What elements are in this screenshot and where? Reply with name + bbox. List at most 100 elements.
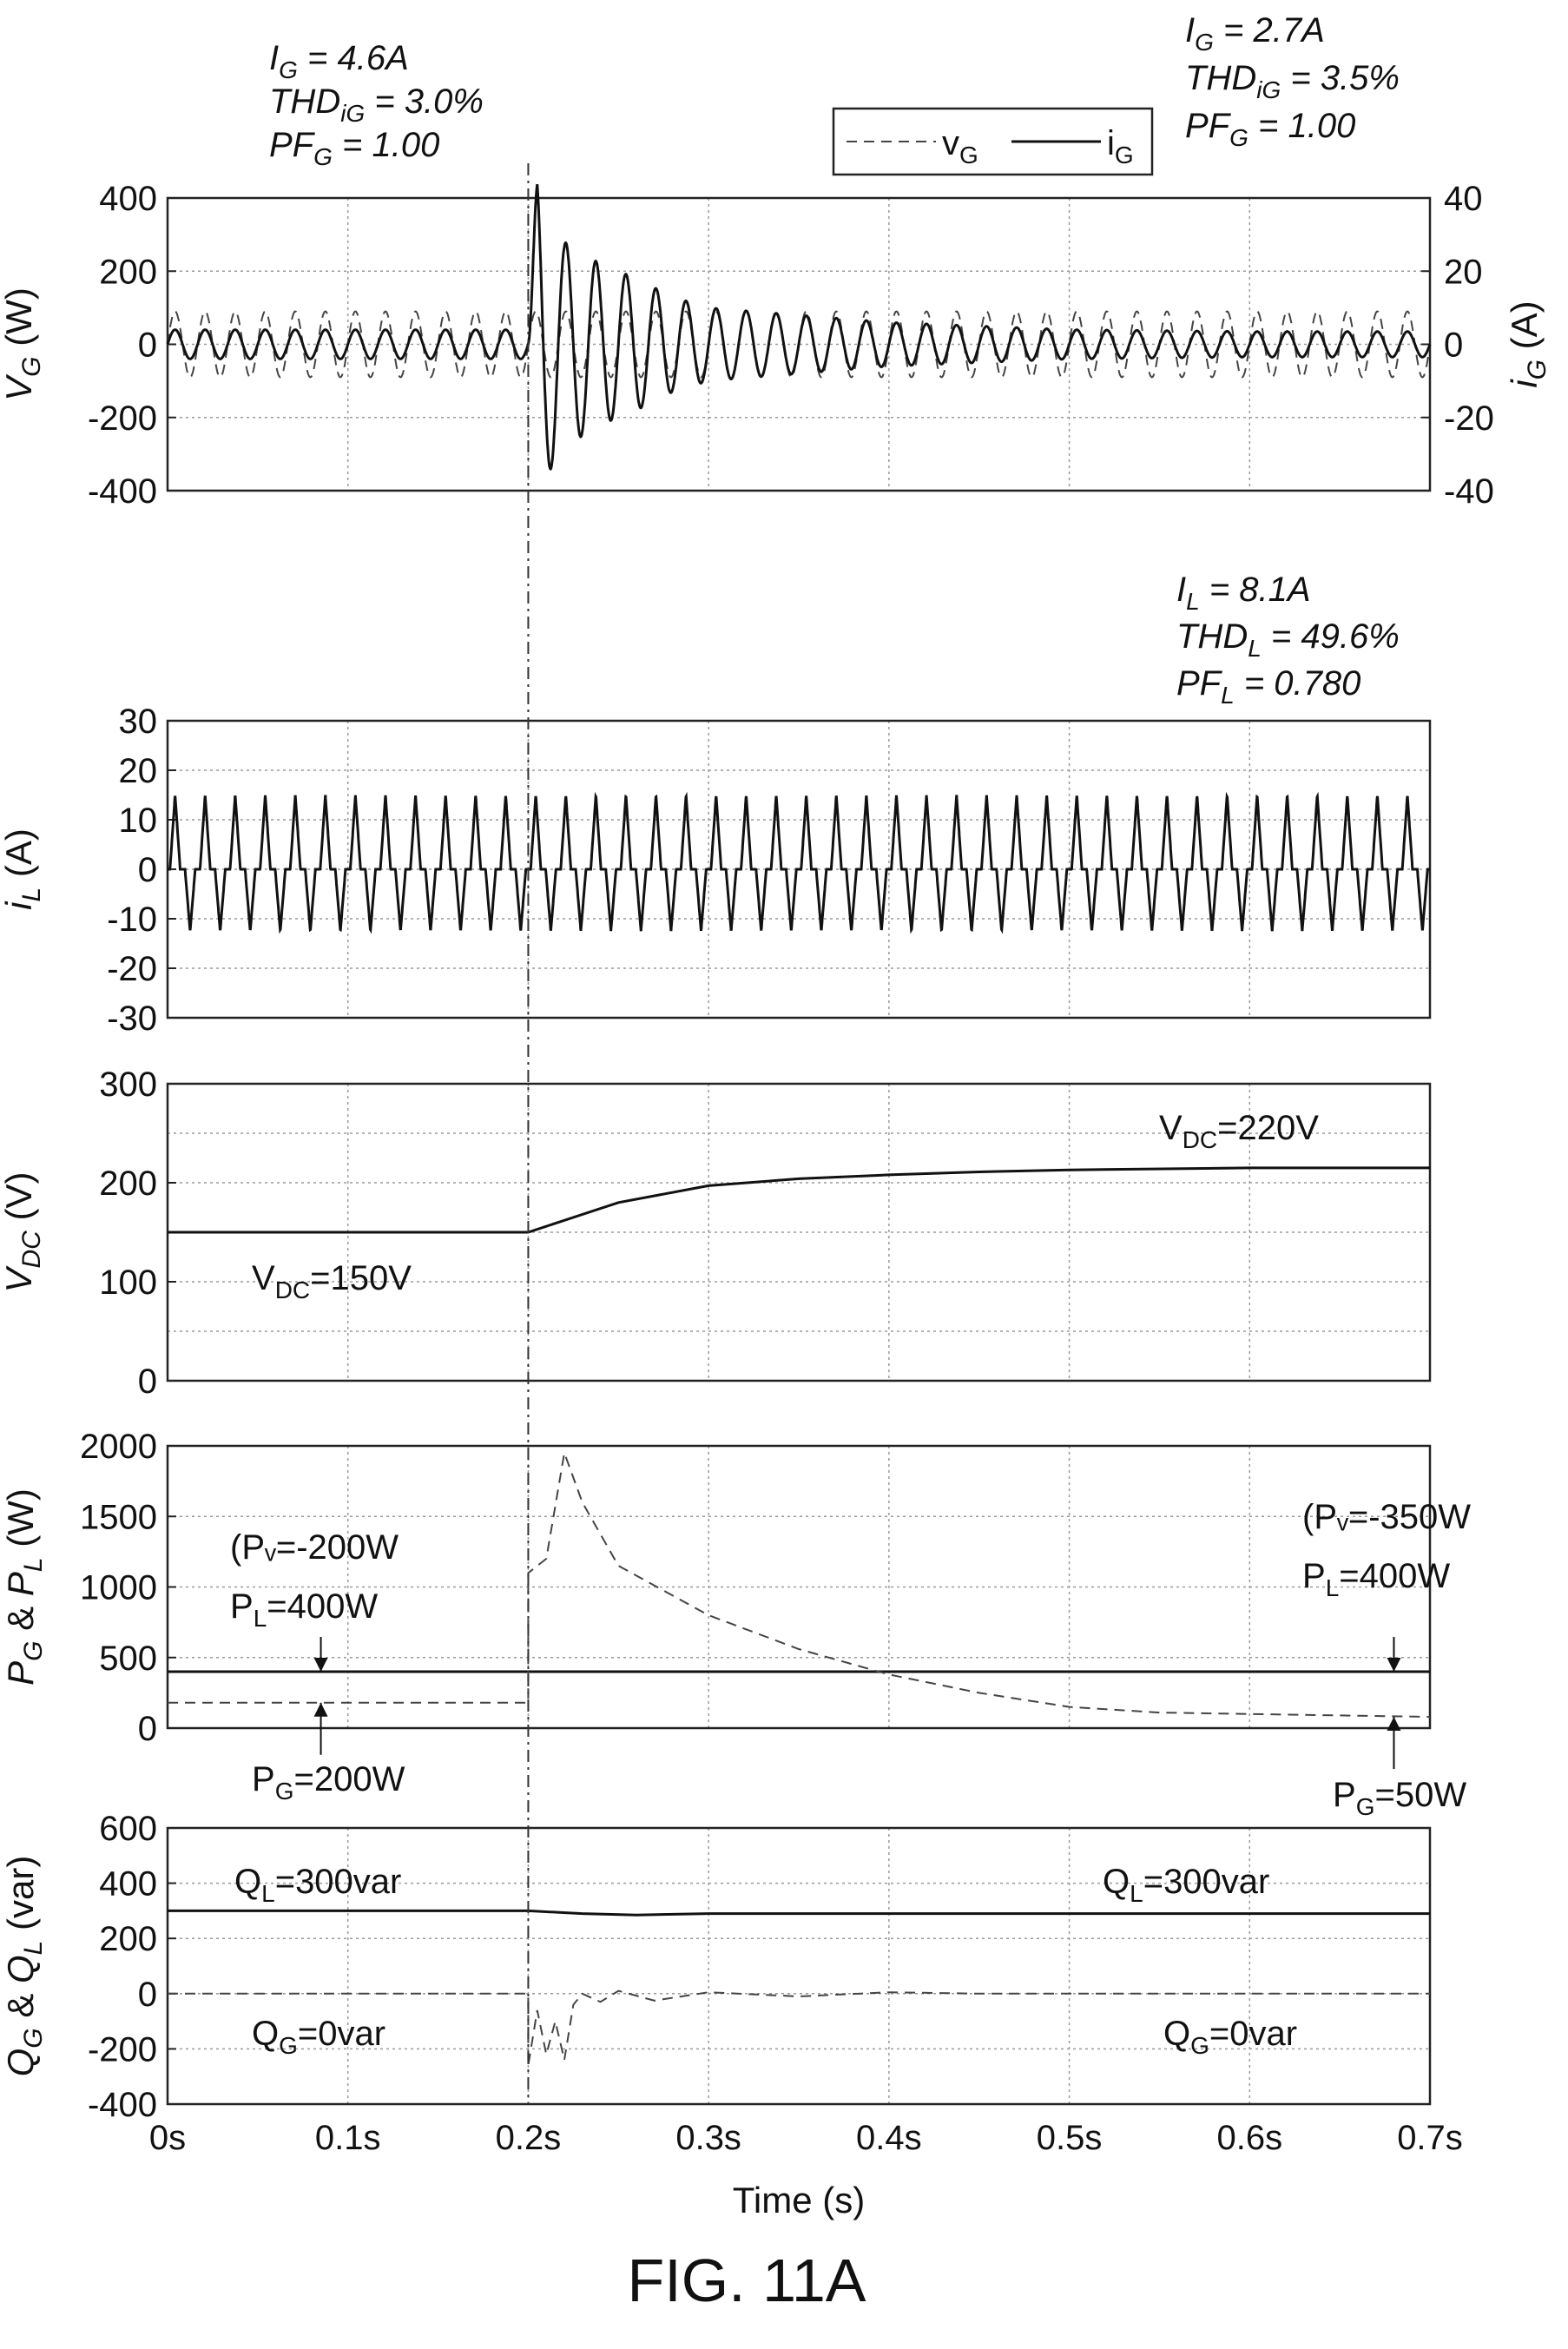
annotation-line: (Pᵥ=-200W — [230, 1528, 399, 1567]
svg-text:PG & PL (W): PG & PL (W) — [0, 1488, 48, 1686]
annotation-line: QL=300var — [234, 1863, 401, 1907]
series-i-l — [168, 791, 1430, 934]
annotation-line: VDC=220V — [1159, 1109, 1319, 1153]
annotation-line: PG=200W — [252, 1760, 405, 1805]
y-right-tick-label: 20 — [1444, 253, 1483, 291]
annotation: QL=300var — [234, 1863, 401, 1907]
svg-text:VG (W): VG (W) — [0, 287, 46, 401]
y-right-tick-label: 40 — [1444, 180, 1483, 218]
legend-entry-ig: iG — [1107, 124, 1134, 168]
y-axis-label-right: iG (A) — [1504, 300, 1552, 387]
annotation-line: PFG = 1.00 — [1185, 107, 1355, 151]
x-tick-label: 0.1s — [315, 2119, 381, 2157]
series-q-l — [168, 1909, 1430, 1917]
y-tick-label: 1500 — [80, 1498, 157, 1536]
y-tick-label: 200 — [99, 1165, 157, 1203]
y-tick-label: 200 — [99, 253, 157, 291]
y-tick-label: 0 — [138, 327, 157, 365]
y-tick-label: 0 — [138, 1976, 157, 2014]
y-tick-label: 0 — [138, 1710, 157, 1748]
y-tick-label: 200 — [99, 1920, 157, 1958]
annotation-line: THDL = 49.6% — [1176, 617, 1400, 662]
y-tick-label: 400 — [99, 180, 157, 218]
panel-power: 0 500 1000 1500 2000 PG & PL (W) (Pᵥ=-200W PL=4… — [0, 1428, 1471, 1820]
y-tick-label: 0 — [138, 851, 157, 889]
annotation-line: QG=0var — [252, 2015, 385, 2059]
y-tick-label: 400 — [99, 1865, 157, 1904]
annotation: QL=300var — [1103, 1863, 1269, 1907]
y-tick-label: 0 — [138, 1363, 157, 1401]
y-tick-label: -30 — [107, 1000, 157, 1038]
y-tick-label: -20 — [107, 950, 157, 988]
y-tick-label: -400 — [88, 472, 157, 511]
annotation-line: THDiG = 3.5% — [1185, 59, 1400, 103]
legend: vG iG — [832, 107, 1154, 176]
x-tick-label: 0.2s — [496, 2119, 562, 2157]
annotation-line: PFG = 1.00 — [269, 126, 439, 170]
svg-text:iL (A): iL (A) — [0, 828, 46, 910]
annotation-line: (Pᵥ=-350W — [1302, 1498, 1471, 1536]
y-axis-label: VG (W) — [0, 287, 46, 401]
y-tick-label: 100 — [99, 1264, 157, 1302]
x-tick-label: 0.3s — [675, 2119, 741, 2157]
series-q-g — [168, 1989, 1430, 2066]
legend-entry-vg: vG — [942, 124, 978, 168]
annotation-line: PL=400W — [1302, 1557, 1450, 1601]
x-tick-label: 0.4s — [856, 2119, 922, 2157]
y-tick-label: 30 — [119, 703, 158, 741]
x-tick-label: 0s — [149, 2119, 186, 2157]
y-tick-label: -10 — [107, 901, 157, 939]
annotation: VDC=220V — [1159, 1109, 1319, 1153]
annotation-line: IL = 8.1A — [1176, 571, 1311, 615]
y-axis-label: QG & QL (var) — [0, 1856, 48, 2077]
y-right-tick-label: -20 — [1444, 399, 1494, 438]
annotation-line: PFL = 0.780 — [1176, 664, 1360, 709]
annotation-line: THDiG = 3.0% — [269, 82, 484, 127]
y-tick-label: 2000 — [80, 1428, 157, 1466]
annotation: QG=0var — [1163, 2015, 1297, 2059]
annotation: PG=200W — [252, 1760, 405, 1805]
annotation-line: PG=50W — [1333, 1776, 1466, 1820]
annotation: (Pᵥ=-350W PL=400W — [1302, 1498, 1471, 1601]
svg-text:QG & QL (var): QG & QL (var) — [0, 1856, 48, 2077]
plot-frame — [166, 1826, 1432, 2106]
x-tick-label: 0.5s — [1037, 2119, 1103, 2157]
panel-reactive: -400 -200 0 200 400 600 0s 0.1s 0.2s 0.3s 0.4s 0.5s… — [0, 1810, 1463, 2220]
annotation-line: QG=0var — [1163, 2015, 1297, 2059]
y-tick-label: 500 — [99, 1640, 157, 1678]
series-v-dc — [168, 1166, 1430, 1234]
annotation: QG=0var — [252, 2015, 385, 2059]
x-axis-label: Time (s) — [733, 2180, 865, 2220]
y-tick-label: 10 — [119, 802, 158, 840]
y-axis-label: iL (A) — [0, 828, 46, 910]
y-right-tick-label: 0 — [1444, 327, 1463, 365]
panel-vdc: 0 100 200 300 VDC (V) VDC=220V VDC=150V — [0, 1066, 1432, 1401]
annotation-line: IG = 4.6A — [269, 39, 409, 83]
arrow-pg-right — [1387, 1717, 1401, 1769]
y-tick-label: -200 — [88, 2030, 157, 2069]
y-right-tick-label: -40 — [1444, 472, 1494, 511]
arrow-pg-left — [313, 1702, 328, 1755]
annotation-line: QL=300var — [1103, 1863, 1269, 1907]
annotation: PG=50W — [1333, 1776, 1466, 1820]
y-tick-label: 1000 — [80, 1569, 157, 1607]
y-axis-label: PG & PL (W) — [0, 1488, 48, 1686]
figure-caption: FIG. 11A — [628, 2247, 866, 2314]
annotation-line: IG = 2.7A — [1185, 11, 1325, 56]
annotation: (Pᵥ=-200W PL=400W — [230, 1528, 399, 1632]
x-tick-label: 0.6s — [1216, 2119, 1282, 2157]
x-tick-label: 0.7s — [1397, 2119, 1463, 2157]
y-tick-label: 300 — [99, 1066, 157, 1104]
y-tick-label: 600 — [99, 1810, 157, 1848]
y-axis-label: VDC (V) — [0, 1171, 46, 1292]
y-tick-label: -200 — [88, 399, 157, 438]
annotation: VDC=150V — [252, 1259, 412, 1303]
arrow-pl-left — [313, 1637, 328, 1672]
annotation-line: PL=400W — [230, 1587, 378, 1632]
